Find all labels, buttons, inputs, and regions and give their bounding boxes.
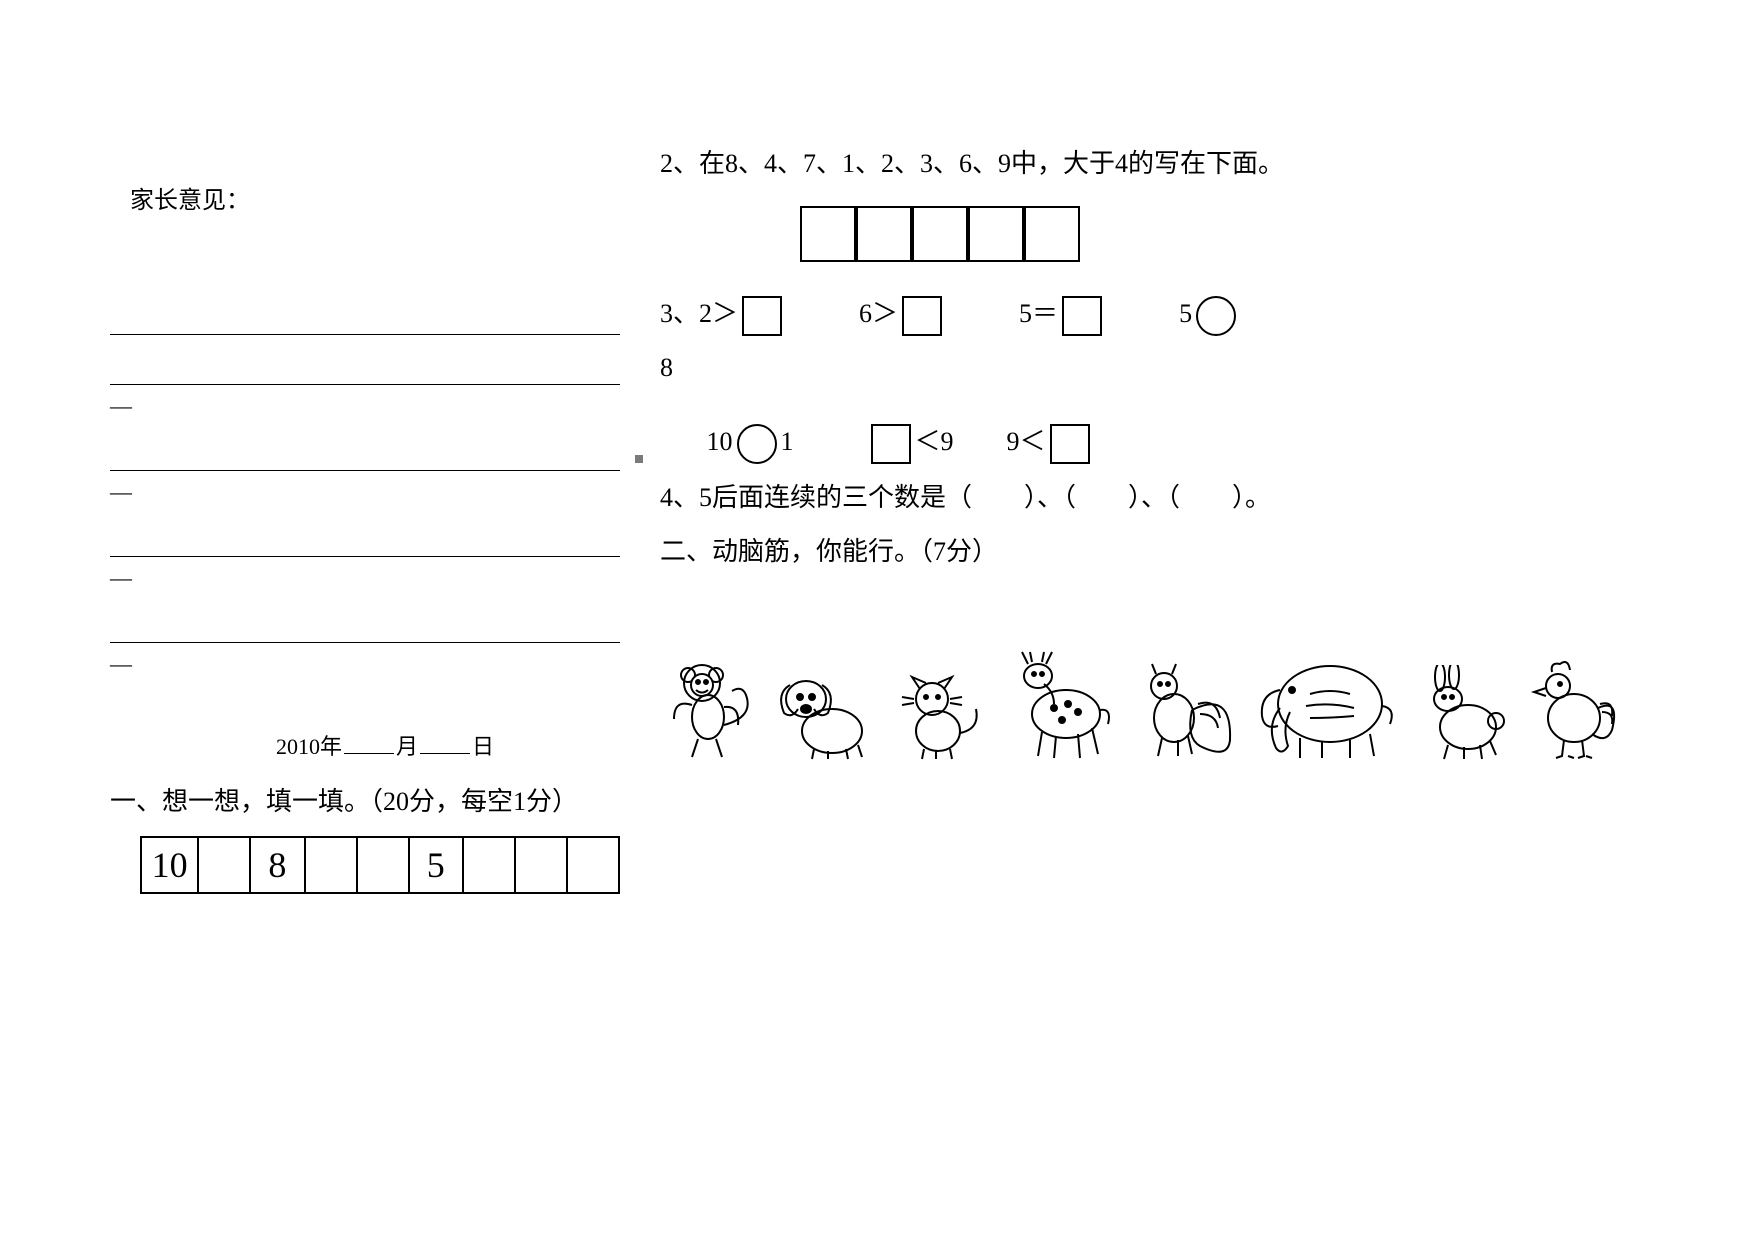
- comment-line-1: [110, 295, 620, 335]
- left-column: 家长意见： — — — — 2010年 月 日 一、想一想，填一填。（20分，每空1…: [0, 0, 640, 1240]
- q2-box-2[interactable]: [856, 206, 912, 262]
- q3-r2-b: ＜9: [915, 427, 954, 456]
- squirrel-icon: [1128, 660, 1238, 760]
- elephant-icon: [1250, 650, 1400, 760]
- q2-box-4[interactable]: [968, 206, 1024, 262]
- q2-box-5[interactable]: [1024, 206, 1080, 262]
- q2-box-3[interactable]: [912, 206, 968, 262]
- num-cell-3[interactable]: [305, 837, 357, 893]
- monkey-icon: [660, 655, 760, 760]
- cat-icon: [894, 675, 984, 760]
- rabbit-icon: [1412, 665, 1512, 760]
- date-day-suffix: 日: [472, 734, 494, 759]
- date-month-suffix: 月: [396, 734, 418, 759]
- q3-box-c[interactable]: [1062, 296, 1102, 336]
- deer-icon: [996, 650, 1116, 760]
- q3-prefix: 3、: [660, 299, 699, 328]
- q3-b: 6＞: [859, 299, 898, 328]
- q3-r2-a-after: 1: [781, 427, 794, 456]
- question-3-row-1b: 8: [660, 346, 1713, 390]
- section-2-title: 二、动脑筋，你能行。（7分）: [660, 528, 1713, 576]
- q2-box-1[interactable]: [800, 206, 856, 262]
- q3-box-r2c[interactable]: [1050, 424, 1090, 464]
- q3-8: 8: [660, 353, 673, 382]
- date-day-blank[interactable]: [420, 734, 470, 754]
- q3-r2-a: 10: [707, 427, 733, 456]
- num-cell-0[interactable]: 10: [141, 837, 198, 893]
- section-1-title: 一、想一想，填一填。（20分，每空1分）: [110, 781, 620, 818]
- question-2-text: 2、在8、4、7、1、2、3、6、9中，大于4的写在下面。: [660, 140, 1713, 188]
- q3-c: 5＝: [1019, 299, 1058, 328]
- center-marker-icon: [635, 455, 643, 463]
- num-cell-7[interactable]: [515, 837, 567, 893]
- num-cell-2[interactable]: 8: [250, 837, 305, 893]
- parent-comment-label: 家长意见：: [130, 180, 620, 215]
- num-cell-1[interactable]: [198, 837, 250, 893]
- num-cell-8[interactable]: [567, 837, 619, 893]
- question-2-answer-boxes: [800, 206, 1713, 262]
- comment-line-5: —: [110, 603, 620, 679]
- comment-line-2: —: [110, 345, 620, 421]
- date-year: 2010年: [276, 734, 342, 759]
- animal-row: [660, 650, 1740, 760]
- q3-a: 2＞: [699, 299, 738, 328]
- num-cell-5[interactable]: 5: [409, 837, 464, 893]
- date-line: 2010年 月 日: [150, 729, 620, 761]
- rooster-icon: [1524, 660, 1619, 760]
- number-sequence-table: 10 8 5: [140, 836, 620, 894]
- q3-r2-c: 9＜: [1007, 427, 1046, 456]
- q3-box-r2b[interactable]: [871, 424, 911, 464]
- question-3-row-2: 10 1 ＜9 9＜: [660, 420, 1713, 464]
- num-cell-6[interactable]: [463, 837, 515, 893]
- comment-line-3: —: [110, 431, 620, 507]
- q3-box-b[interactable]: [902, 296, 942, 336]
- right-column: 2、在8、4、7、1、2、3、6、9中，大于4的写在下面。 3、2＞ 6＞ 5＝…: [640, 0, 1753, 1240]
- num-cell-4[interactable]: [357, 837, 409, 893]
- q3-d: 5: [1179, 299, 1192, 328]
- comment-line-4: —: [110, 517, 620, 593]
- q3-circle-r2a[interactable]: [737, 424, 777, 464]
- question-3-row-1: 3、2＞ 6＞ 5＝ 5: [660, 292, 1713, 336]
- question-4-text: 4、5后面连续的三个数是（ ）、（ ）、（ ）。: [660, 474, 1713, 522]
- q3-box-a[interactable]: [742, 296, 782, 336]
- dog-icon: [772, 665, 882, 760]
- q3-circle-d[interactable]: [1196, 296, 1236, 336]
- date-month-blank[interactable]: [344, 734, 394, 754]
